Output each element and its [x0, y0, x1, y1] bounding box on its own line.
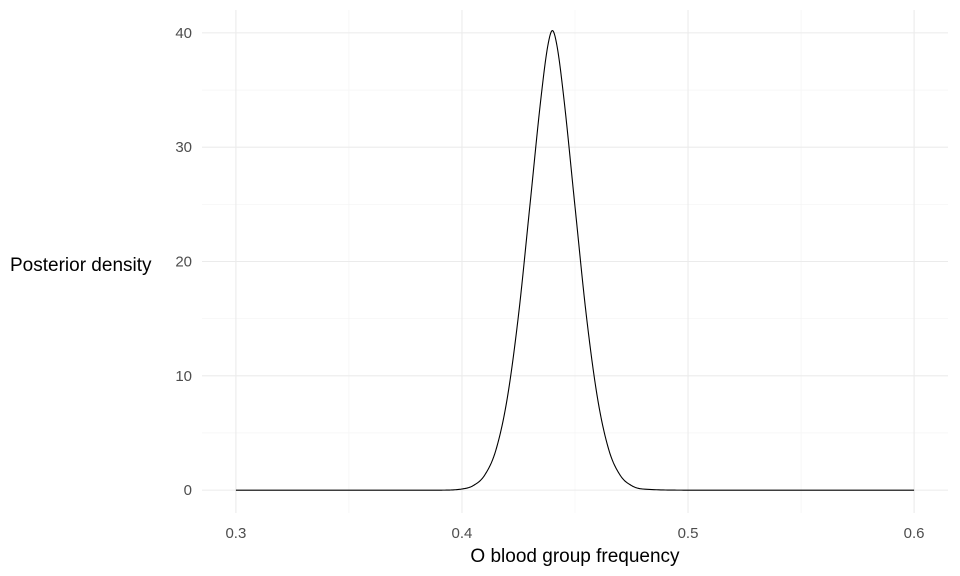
- y-tick-label: 0: [184, 482, 192, 499]
- x-tick-label: 0.6: [904, 525, 925, 542]
- y-tick-labels: 0 10 20 30 40: [175, 25, 192, 499]
- x-tick-label: 0.3: [225, 525, 246, 542]
- y-tick-label: 20: [175, 254, 192, 271]
- y-tick-label: 10: [175, 368, 192, 385]
- x-axis-title: O blood group frequency: [470, 546, 680, 567]
- y-tick-label: 40: [175, 25, 192, 42]
- y-tick-label: 30: [175, 139, 192, 156]
- x-tick-labels: 0.3 0.4 0.5 0.6: [225, 525, 924, 542]
- density-curve: [235, 30, 915, 491]
- series-layer: [235, 30, 915, 491]
- x-tick-label: 0.4: [452, 525, 473, 542]
- x-tick-label: 0.5: [678, 525, 699, 542]
- y-axis-title: Posterior density: [10, 255, 152, 276]
